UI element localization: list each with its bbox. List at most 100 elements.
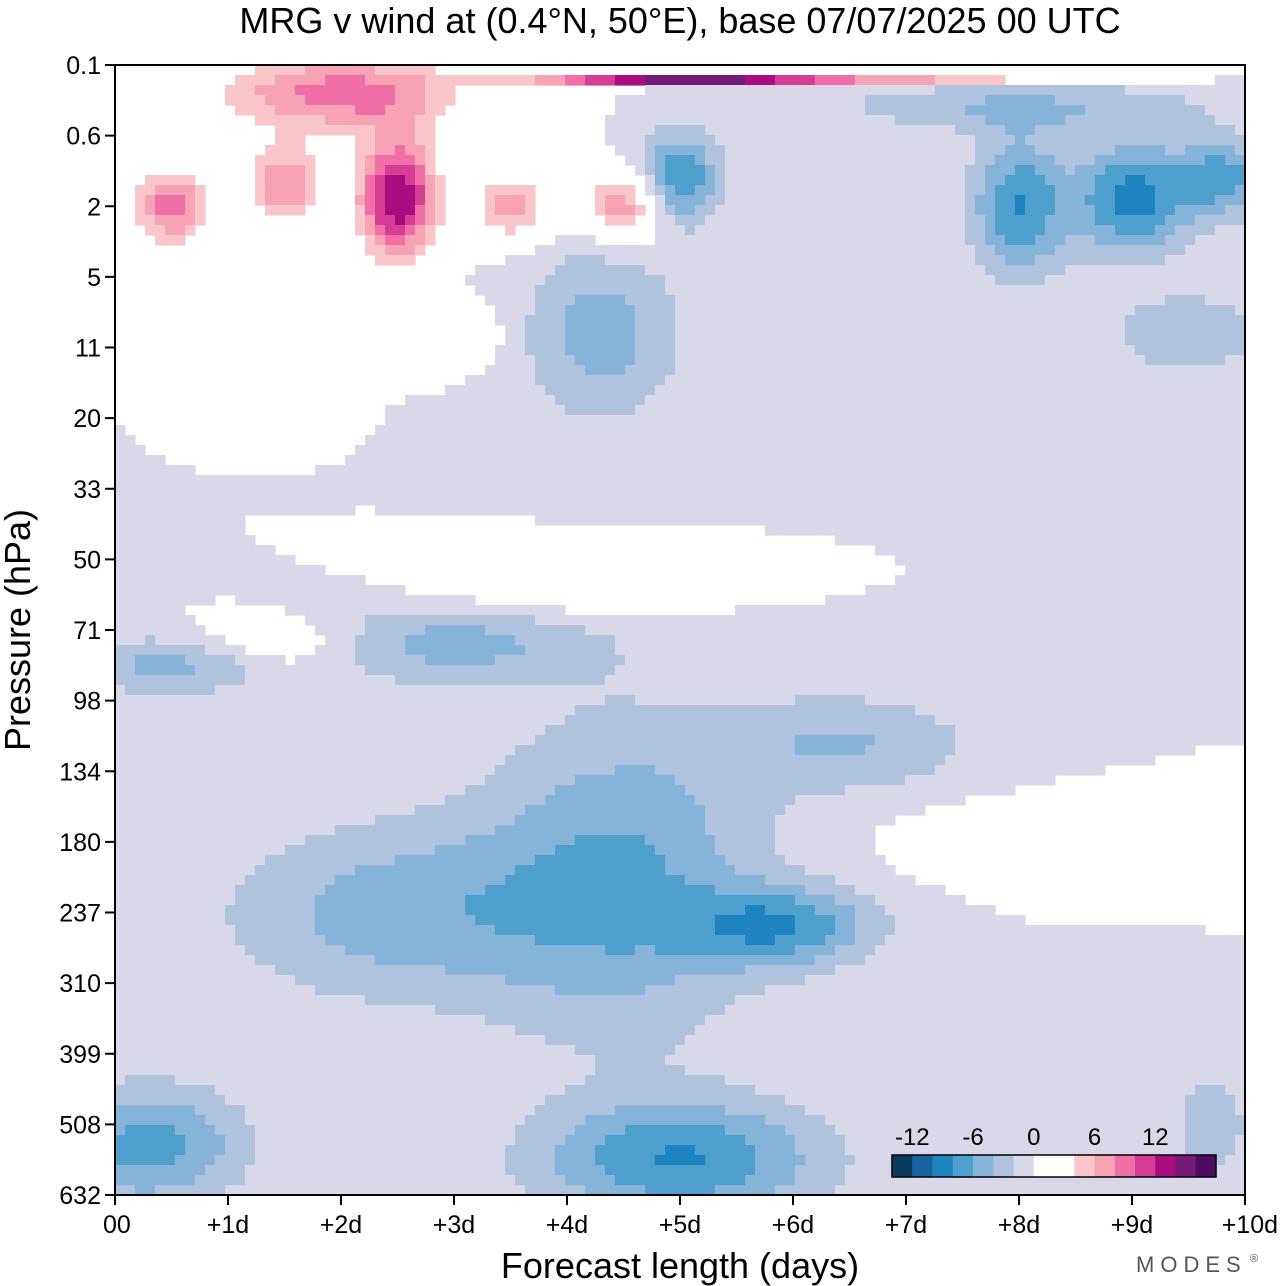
field-cell xyxy=(675,75,686,86)
field-cell xyxy=(525,275,536,286)
field-cell xyxy=(645,105,656,116)
field-cell xyxy=(175,485,186,496)
field-cell xyxy=(1215,405,1226,416)
field-cell xyxy=(1155,385,1166,396)
field-cell xyxy=(1015,475,1026,486)
field-cell xyxy=(1115,515,1126,526)
field-cell xyxy=(765,655,776,666)
field-cell xyxy=(465,385,476,396)
field-cell xyxy=(1225,105,1236,116)
field-cell xyxy=(715,665,726,676)
field-cell xyxy=(915,145,926,156)
field-cell xyxy=(835,105,846,116)
field-cell xyxy=(535,635,546,646)
field-cell xyxy=(665,135,676,146)
field-cell xyxy=(925,425,936,436)
field-cell xyxy=(545,255,556,266)
field-cell xyxy=(455,495,466,506)
field-cell xyxy=(605,645,616,656)
field-cell xyxy=(1045,175,1056,186)
field-cell xyxy=(865,585,876,596)
field-cell xyxy=(515,295,526,306)
field-cell xyxy=(735,135,746,146)
field-cell xyxy=(655,625,666,636)
field-cell xyxy=(995,565,1006,576)
field-cell xyxy=(825,355,836,366)
field-cell xyxy=(935,135,946,146)
field-cell xyxy=(525,625,536,636)
field-cell xyxy=(945,535,956,546)
field-cell xyxy=(1145,85,1156,96)
field-cell xyxy=(1145,245,1156,256)
field-cell xyxy=(1025,605,1036,616)
field-cell xyxy=(815,465,826,476)
field-cell xyxy=(915,295,926,306)
field-cell xyxy=(465,435,476,446)
field-cell xyxy=(1025,165,1036,176)
field-cell xyxy=(585,365,596,376)
field-cell xyxy=(265,75,276,86)
field-cell xyxy=(625,505,636,516)
field-cell xyxy=(1215,525,1226,536)
field-cell xyxy=(1165,575,1176,586)
field-cell xyxy=(665,635,676,646)
field-cell xyxy=(1075,415,1086,426)
field-cell xyxy=(845,265,856,276)
field-cell xyxy=(705,305,716,316)
field-cell xyxy=(945,185,956,196)
field-cell xyxy=(655,265,666,276)
field-cell xyxy=(1205,365,1216,376)
field-cell xyxy=(1195,515,1206,526)
field-cell xyxy=(1035,575,1046,586)
field-cell xyxy=(605,335,616,346)
field-cell xyxy=(955,635,966,646)
field-cell xyxy=(1035,555,1046,566)
field-cell xyxy=(675,465,686,476)
field-cell xyxy=(1165,435,1176,446)
field-cell xyxy=(485,605,496,616)
field-cell xyxy=(1005,255,1016,266)
field-cell xyxy=(645,425,656,436)
field-cell xyxy=(645,355,656,366)
field-cell xyxy=(1195,305,1206,316)
field-cell xyxy=(335,115,346,126)
field-cell xyxy=(1045,155,1056,166)
field-cell xyxy=(885,525,896,536)
field-cell xyxy=(915,515,926,526)
field-cell xyxy=(745,405,756,416)
field-cell xyxy=(415,665,426,676)
field-cell xyxy=(1055,385,1066,396)
field-cell xyxy=(795,495,806,506)
field-cell xyxy=(1125,325,1136,336)
field-cell xyxy=(885,275,896,286)
field-cell xyxy=(915,75,926,86)
field-cell xyxy=(1085,105,1096,116)
field-cell xyxy=(905,525,916,536)
field-cell xyxy=(305,115,316,126)
field-cell xyxy=(385,585,396,596)
field-cell xyxy=(615,375,626,386)
field-cell xyxy=(915,395,926,406)
field-cell xyxy=(1005,585,1016,596)
field-cell xyxy=(1065,465,1076,476)
field-cell xyxy=(735,305,746,316)
field-cell xyxy=(385,205,396,216)
field-cell xyxy=(425,75,436,86)
field-cell xyxy=(1075,515,1086,526)
field-cell xyxy=(845,505,856,516)
field-cell xyxy=(585,475,596,486)
field-cell xyxy=(1035,645,1046,656)
field-cell xyxy=(845,255,856,266)
field-cell xyxy=(905,245,916,256)
field-cell xyxy=(1095,495,1106,506)
field-cell xyxy=(775,225,786,236)
field-cell xyxy=(695,265,706,276)
field-cell xyxy=(505,215,516,226)
field-cell xyxy=(805,195,816,206)
field-cell xyxy=(725,75,736,86)
field-cell xyxy=(365,115,376,126)
field-cell xyxy=(535,465,546,476)
field-cell xyxy=(845,315,856,326)
field-cell xyxy=(905,165,916,176)
field-cell xyxy=(1085,475,1096,486)
